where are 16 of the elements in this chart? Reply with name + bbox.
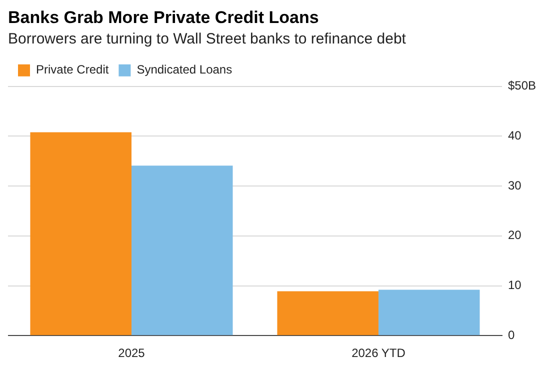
chart-title: Banks Grab More Private Credit Loans <box>8 8 319 27</box>
x-tick-label: 2025 <box>118 346 146 360</box>
chart-subtitle: Borrowers are turning to Wall Street banks to refinance debt <box>8 30 407 48</box>
y-tick-label: $50B <box>508 78 536 93</box>
bar <box>30 132 132 336</box>
bar <box>378 290 480 336</box>
y-tick-label: 0 <box>508 328 515 342</box>
y-tick-label: 40 <box>508 128 522 143</box>
bar <box>131 166 233 336</box>
bar <box>277 291 378 336</box>
y-tick-label: 10 <box>508 278 522 292</box>
legend-label: Private Credit <box>36 62 110 77</box>
legend-label: Syndicated Loans <box>136 62 232 77</box>
y-tick-label: 30 <box>508 178 522 192</box>
x-tick-label: 2026 YTD <box>352 346 406 360</box>
y-tick-label: 20 <box>508 228 522 242</box>
